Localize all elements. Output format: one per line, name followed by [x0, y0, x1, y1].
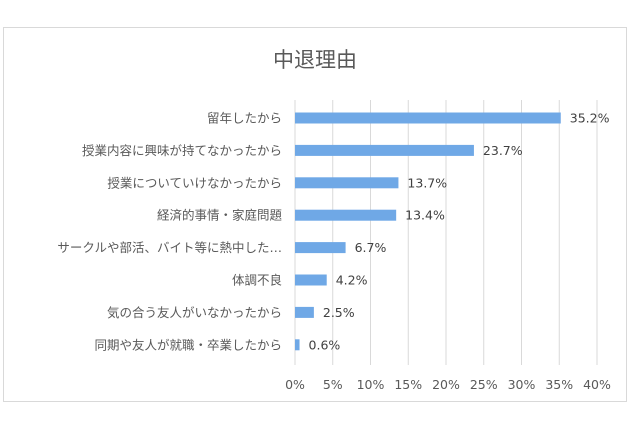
bar [295, 177, 399, 189]
x-tick-label: 5% [323, 377, 343, 392]
x-tick-label: 40% [583, 377, 611, 392]
category-label: 体調不良 [232, 273, 282, 288]
category-label: 気の合う友人がいなかったから [107, 305, 282, 320]
bar [295, 209, 397, 221]
category-label: 留年したから [207, 111, 282, 126]
data-labels: 35.2% 23.7% 13.7% 13.4% 6.7% 4.2% 2.5% 0.6% [309, 111, 610, 353]
bar [295, 306, 314, 318]
data-label: 23.7% [483, 143, 523, 158]
category-label: 経済的事情・家庭問題 [157, 208, 283, 223]
data-label: 13.4% [405, 208, 445, 223]
bar [295, 274, 327, 286]
data-label: 35.2% [570, 111, 610, 126]
data-label: 4.2% [336, 273, 368, 288]
bars [295, 112, 561, 351]
category-label: 同期や友人が就職・卒業したから [94, 337, 282, 352]
x-tick-label: 0% [285, 377, 305, 392]
category-labels: 留年したから授業内容に興味が持てなかったから授業についていけなかったから経済的事… [57, 111, 282, 353]
data-label: 6.7% [355, 240, 387, 255]
x-tick-label: 10% [357, 377, 385, 392]
bar [295, 112, 561, 124]
bar [295, 242, 346, 254]
data-label: 0.6% [309, 337, 341, 352]
x-tick-label: 35% [545, 377, 573, 392]
x-tick-label: 25% [470, 377, 498, 392]
gridlines [294, 100, 598, 365]
chart-title: 中退理由 [273, 48, 357, 72]
bar [295, 339, 300, 351]
bar [295, 144, 474, 156]
data-label: 13.7% [407, 175, 447, 190]
x-tick-label: 20% [432, 377, 460, 392]
category-label: 授業内容に興味が持てなかったから [82, 143, 282, 158]
x-tick-label: 15% [394, 377, 422, 392]
data-label: 2.5% [323, 305, 355, 320]
category-label: 授業についていけなかったから [107, 175, 282, 190]
x-tick-label: 30% [508, 377, 536, 392]
x-axis-tick-labels: 0% 5% 10% 15% 20% 25% 30% 35% 40% [285, 377, 611, 392]
category-label: サークルや部活、バイト等に熱中した… [57, 240, 282, 255]
